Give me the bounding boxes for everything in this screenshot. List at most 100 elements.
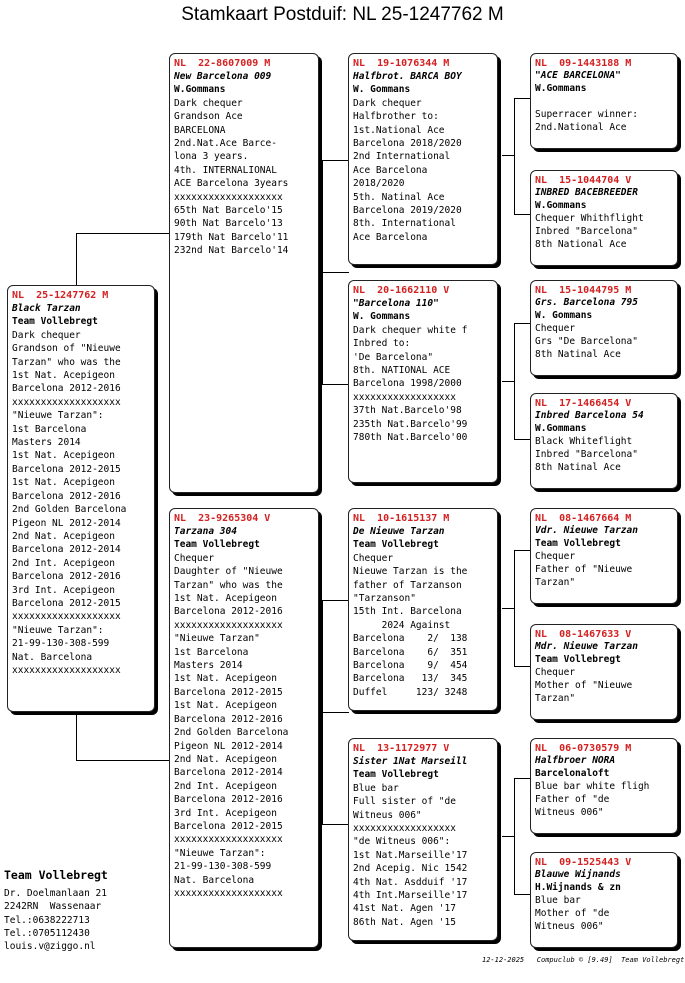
pigeon-info-line: Barcelona 2012-2015 <box>12 463 121 475</box>
pigeon-info-line: Barcelona 6/ 351 <box>353 646 468 658</box>
address-line: louis.v@ziggo.nl <box>4 941 96 953</box>
pigeon-name: INBRED BACEBREEDER <box>535 187 638 198</box>
pigeon-card-p11: NL 08-1467664 M Vdr. Nieuwe Tarzan Team Vo… <box>530 508 678 604</box>
pigeon-info-line: Barcelona 2012-2016 <box>12 490 121 502</box>
connector-line <box>322 272 323 384</box>
address-line: 2242RN Wassenaar <box>4 901 102 913</box>
pigeon-info-line: Chequer <box>353 552 394 564</box>
pigeon-info-line: Blue bar white fligh <box>535 780 650 792</box>
pigeon-info-line: 2018/2020 <box>353 178 405 190</box>
pigeon-info-line: "Nieuwe Tarzan" <box>174 633 260 645</box>
pigeon-card-p14: NL 09-1525443 V Blauwe Wijnands H.Wijnands… <box>530 852 678 948</box>
pigeon-info-line: 4th. INTERNALIONAL <box>174 164 277 176</box>
pigeon-info-line: 2nd.Nat.Ace Barce- <box>174 138 277 150</box>
pigeon-info-line: Nieuwe Tarzan is the <box>353 566 468 578</box>
pigeon-info-line: Duffel 123/ 3248 <box>353 686 468 698</box>
connector-line <box>514 894 530 895</box>
pigeon-info-line: 2024 Against <box>353 619 451 631</box>
pigeon-info-line: Nat. Barcelona <box>12 651 93 663</box>
connector-line <box>322 272 349 273</box>
pigeon-info-line: Inbred to: <box>353 338 411 350</box>
pigeon-info-line: "Nieuwe Tarzan": <box>12 624 104 636</box>
pigeon-info-line: Ace Barcelona <box>353 231 428 243</box>
pigeon-info-line <box>535 96 673 109</box>
pigeon-owner: Team Vollebregt <box>174 539 260 551</box>
pigeon-owner: H.Wijnands & zn <box>535 881 621 893</box>
pigeon-info-line: Full sister of "de <box>353 796 456 808</box>
pigeon-owner: W.Gommans <box>535 422 587 434</box>
pigeon-info-line: 1st Barcelona <box>174 646 249 658</box>
pigeon-info-line: ACE Barcelona 3years <box>174 178 289 190</box>
pigeon-name: Halfbrot. BARCA BOY <box>353 71 462 82</box>
pigeon-owner: W.Gommans <box>174 84 226 96</box>
pigeon-info-line: Ace Barcelona <box>353 164 428 176</box>
pigeon-info-line: 3rd Int. Acepigeon <box>174 807 277 819</box>
pigeon-info-line: BARCELONA <box>174 124 226 136</box>
pigeon-card-p4: NL 20-1662110 V "Barcelona 110" W. Gommans… <box>348 280 498 483</box>
pigeon-info-line: Barcelona 2012-2016 <box>12 383 121 395</box>
pigeon-info-line: Chequer <box>174 552 215 564</box>
connector-line <box>514 778 515 894</box>
pigeon-info-line: Black Whiteflight <box>535 435 633 447</box>
pigeon-info-line: 2nd Nat. Acepigeon <box>174 753 277 765</box>
pigeon-name: Mdr. Nieuwe Tarzan <box>535 641 638 652</box>
pigeon-name: New Barcelona 009 <box>174 71 272 82</box>
connector-line <box>322 712 349 713</box>
pigeon-owner: W.Gommans <box>535 199 587 211</box>
pigeon-info-line: "Nieuwe Tarzan": <box>174 847 266 859</box>
pigeon-info-line: Grandson of "Nieuwe <box>12 343 121 355</box>
pigeon-info-line: 2nd Int. Acepigeon <box>12 557 115 569</box>
pigeon-info-line: 1st Nat. Acepigeon <box>12 370 115 382</box>
pigeon-info-line: xxxxxxxxxxxxxxxxxxx <box>174 834 283 846</box>
pigeon-info-line: lona 3 years. <box>174 151 249 163</box>
pigeon-owner: Barcelonaloft <box>535 767 610 779</box>
pigeon-info-line: 2nd Golden Barcelona <box>12 504 127 516</box>
pigeon-info-line: Blue bar <box>353 782 399 794</box>
ring-number: NL 23-9265304 V <box>174 513 271 524</box>
pigeon-name: Tarzana 304 <box>174 526 237 537</box>
pigeon-info-line: Blue bar <box>535 894 581 906</box>
connector-line <box>514 550 530 551</box>
connector-line <box>76 760 170 761</box>
connector-line <box>322 160 349 161</box>
ring-number: NL 17-1466454 V <box>535 398 632 409</box>
pigeon-info-line: 4th Int.Marseille'17 <box>353 890 468 902</box>
pigeon-owner: Team Vollebregt <box>353 539 439 551</box>
pigeon-card-p5: NL 10-1615137 M De Nieuwe Tarzan Team Voll… <box>348 508 498 711</box>
pigeon-info-line: Dark chequer <box>12 329 81 341</box>
pigeon-owner: W. Gommans <box>353 84 411 96</box>
ring-number: NL 13-1172977 V <box>353 743 450 754</box>
pigeon-info-line: Grandson Ace <box>174 111 243 123</box>
pigeon-info-line: 235th Nat.Barcelo'99 <box>353 418 468 430</box>
connector-line <box>502 155 514 156</box>
pigeon-info-line: 2nd.National Ace <box>535 121 627 133</box>
pigeon-info-line: 1st Nat. Acepigeon <box>174 593 277 605</box>
pigeon-info-line: Chequer Whithflight <box>535 212 644 224</box>
pigeon-info-line: 1st Nat.Marseille'17 <box>353 849 468 861</box>
pigeon-info-line: 780th Nat.Barcelo'00 <box>353 432 468 444</box>
pigeon-info-line: Inbred "Barcelona" <box>535 448 638 460</box>
pigeon-info-line: Witneus 006" <box>535 806 604 818</box>
pigeon-name: De Nieuwe Tarzan <box>353 526 445 537</box>
pigeon-name: Sister 1Nat Marseill <box>353 756 468 767</box>
pigeon-card-p0: NL 25-1247762 M Black Tarzan Team Vollebre… <box>7 285 155 712</box>
ring-number: NL 15-1044704 V <box>535 175 632 186</box>
pigeon-info-line: 37th Nat.Barcelo'98 <box>353 405 462 417</box>
pigeon-info-line: Barcelona 2012-2014 <box>174 767 283 779</box>
pigeon-info-line: "Nieuwe Tarzan": <box>12 410 104 422</box>
pigeon-info-line: "Tarzanson" <box>353 593 416 605</box>
owner-name: Team Vollebregt <box>4 868 108 882</box>
pigeon-owner: Team Vollebregt <box>12 316 98 328</box>
pigeon-info-line: Mother of "Nieuwe <box>535 679 633 691</box>
pigeon-info-line: 4th Nat. Asdduif '17 <box>353 876 468 888</box>
pigeon-info-line: 1st Nat. Acepigeon <box>12 450 115 462</box>
address-line: Tel.:0705112430 <box>4 927 90 939</box>
ring-number: NL 15-1044795 M <box>535 285 632 296</box>
pigeon-info-line: "de Witneus 006": <box>353 836 451 848</box>
pigeon-info-line: 8th Natinal Ace <box>535 461 621 473</box>
address-line: Dr. Doelmanlaan 21 <box>4 888 107 899</box>
pigeon-card-p2: NL 23-9265304 V Tarzana 304 Team Vollebreg… <box>169 508 319 948</box>
pigeon-info-line: 21-99-130-308-599 <box>174 861 272 873</box>
pigeon-info-line: Dark chequer <box>353 97 422 109</box>
connector-line <box>502 381 514 382</box>
